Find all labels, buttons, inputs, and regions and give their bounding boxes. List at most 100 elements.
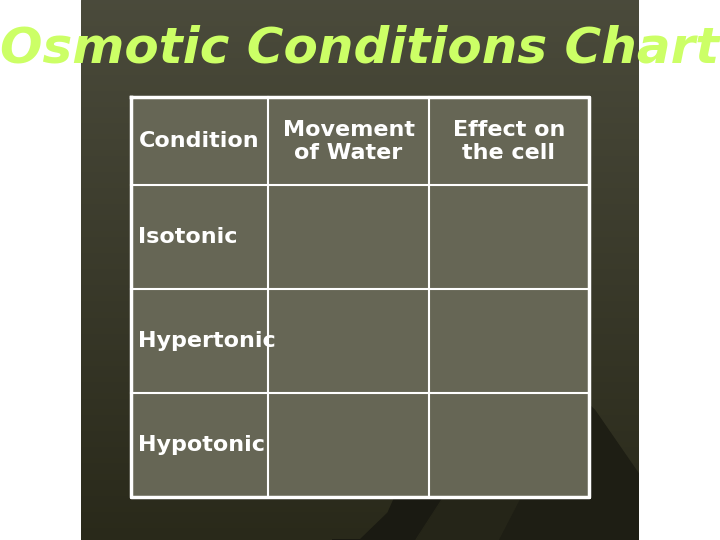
Bar (81, 286, 639, 292)
Bar (81, 162, 639, 167)
Bar (81, 221, 639, 227)
Bar (81, 248, 639, 254)
Bar (81, 86, 639, 92)
Text: Movement
of Water: Movement of Water (282, 119, 415, 163)
Bar (81, 167, 639, 173)
Bar (81, 70, 639, 76)
Bar (81, 108, 639, 113)
Bar (81, 502, 639, 508)
Bar (81, 194, 639, 200)
Bar (81, 292, 639, 297)
Bar (81, 508, 639, 513)
Text: Condition: Condition (139, 131, 260, 151)
Bar (81, 443, 639, 448)
Bar (81, 238, 639, 243)
Bar (81, 491, 639, 497)
Bar (81, 259, 639, 265)
Bar (81, 81, 639, 86)
Bar (81, 113, 639, 119)
Bar (81, 76, 639, 81)
Bar (81, 140, 639, 146)
Bar (81, 362, 639, 367)
Bar (81, 189, 639, 194)
Bar (81, 351, 639, 356)
Text: Isotonic: Isotonic (138, 227, 237, 247)
Bar (81, 383, 639, 389)
Bar (81, 464, 639, 470)
Text: Osmotic Conditions Chart: Osmotic Conditions Chart (1, 25, 719, 72)
Bar (81, 146, 639, 151)
Bar (81, 346, 639, 351)
Bar (81, 43, 639, 49)
Bar (81, 205, 639, 211)
Bar (131, 97, 589, 497)
Bar (81, 54, 639, 59)
Bar (81, 459, 639, 464)
Bar (81, 367, 639, 373)
Bar (81, 5, 639, 11)
Bar (81, 416, 639, 421)
Bar (81, 497, 639, 502)
Bar (81, 486, 639, 491)
Bar (81, 518, 639, 524)
Bar (81, 254, 639, 259)
Bar (81, 410, 639, 416)
Bar (81, 27, 639, 32)
Bar (81, 16, 639, 22)
Bar (81, 437, 639, 443)
Text: Hypotonic: Hypotonic (138, 435, 264, 455)
Bar (81, 329, 639, 335)
Bar (81, 184, 639, 189)
Bar (81, 335, 639, 340)
Text: Effect on
the cell: Effect on the cell (453, 119, 565, 163)
Bar (81, 173, 639, 178)
Bar (81, 232, 639, 238)
Bar (81, 59, 639, 65)
Bar (81, 378, 639, 383)
Bar (81, 400, 639, 405)
Bar (81, 389, 639, 394)
Bar (81, 319, 639, 324)
Bar (81, 481, 639, 486)
Bar (81, 475, 639, 481)
Bar (81, 513, 639, 518)
Bar (81, 22, 639, 27)
Bar (81, 313, 639, 319)
Bar (81, 302, 639, 308)
Polygon shape (332, 405, 639, 540)
Bar (81, 32, 639, 38)
Bar (81, 454, 639, 459)
Bar (81, 427, 639, 432)
Bar (81, 151, 639, 157)
Bar (81, 0, 639, 5)
Bar (81, 524, 639, 529)
Bar (81, 178, 639, 184)
Bar (81, 340, 639, 346)
Bar (81, 281, 639, 286)
Bar (81, 65, 639, 70)
Bar (81, 157, 639, 162)
Bar (81, 243, 639, 248)
Bar (81, 394, 639, 400)
Bar (81, 297, 639, 302)
Bar (81, 38, 639, 43)
Bar (81, 405, 639, 410)
Bar (81, 103, 639, 108)
Bar (81, 227, 639, 232)
Bar (81, 92, 639, 97)
Bar (81, 432, 639, 437)
Bar (81, 529, 639, 535)
Bar (81, 421, 639, 427)
Bar (81, 373, 639, 378)
Bar (81, 448, 639, 454)
Bar (81, 535, 639, 540)
Bar (81, 211, 639, 216)
Bar (81, 216, 639, 221)
Bar (81, 49, 639, 54)
Polygon shape (500, 389, 639, 540)
Bar (81, 200, 639, 205)
Polygon shape (416, 389, 639, 540)
Bar (81, 470, 639, 475)
Bar (81, 308, 639, 313)
Bar (81, 265, 639, 270)
